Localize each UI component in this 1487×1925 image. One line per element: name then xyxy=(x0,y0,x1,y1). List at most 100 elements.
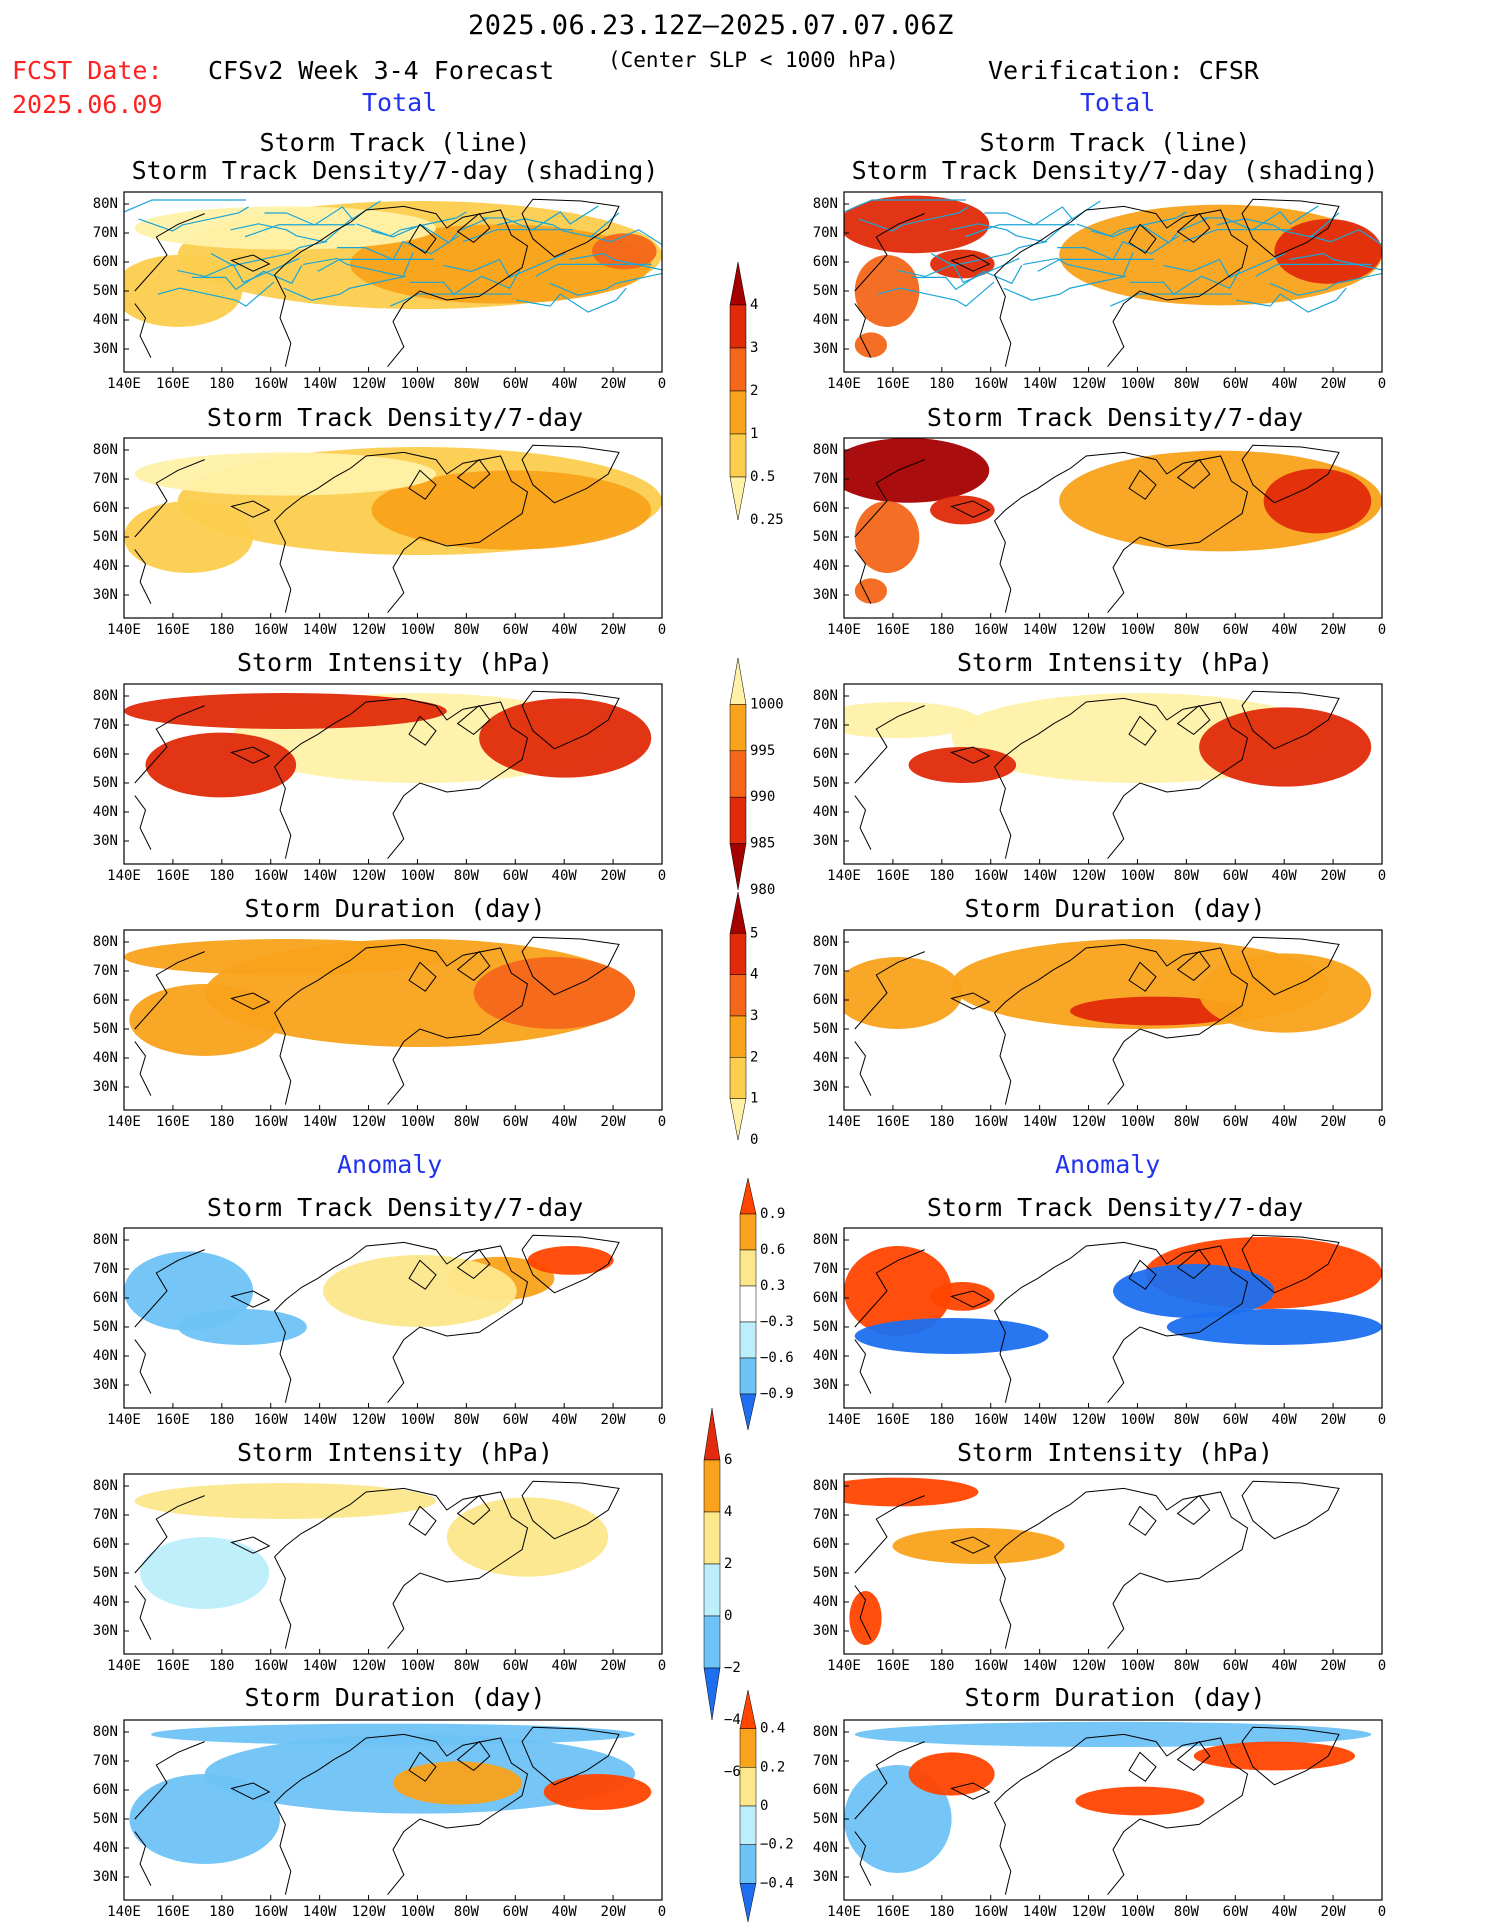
colorbar-label: 0 xyxy=(724,1608,732,1624)
map-panel-ver-den: 80N 70N 60N 50N 40N 30N 140E 160E 180 160W 140W 120… xyxy=(813,437,1386,638)
shaded-region xyxy=(844,1765,952,1873)
coastline xyxy=(1176,1740,1211,1772)
coastline-layer xyxy=(134,936,620,1105)
coastline xyxy=(230,1290,271,1308)
coastline xyxy=(854,1041,872,1096)
shaded-region xyxy=(854,1318,1049,1354)
coastline xyxy=(854,1339,872,1394)
lon-label: 140E xyxy=(107,1904,141,1920)
coastline xyxy=(456,1740,491,1772)
coastline xyxy=(1128,1259,1157,1290)
coastline xyxy=(854,1249,925,1328)
criterion-label: (Center SLP < 1000 hPa) xyxy=(608,48,899,72)
coastline xyxy=(854,213,925,292)
shaded-region xyxy=(844,438,990,503)
lat-label: 30N xyxy=(93,1377,118,1393)
colorbar-segment xyxy=(729,974,747,1017)
shaded-region xyxy=(1075,1786,1205,1816)
shading-layer xyxy=(124,1246,614,1345)
storm-track-line xyxy=(858,206,969,232)
lat-label: 60N xyxy=(93,992,118,1008)
storm-track-line xyxy=(1057,235,1180,261)
lat-label: 80N xyxy=(813,1724,838,1740)
storm-track-line xyxy=(1037,258,1154,272)
shaded-region xyxy=(930,495,995,525)
lat-label: 80N xyxy=(93,688,118,704)
lat-label: 70N xyxy=(93,471,118,487)
storm-track-line xyxy=(1269,272,1382,296)
lat-label: 40N xyxy=(813,558,838,574)
lon-label: 180 xyxy=(929,1412,954,1428)
storm-track-line xyxy=(549,272,662,296)
lon-label: 160E xyxy=(156,376,190,392)
panel-title-fcst-duration: Storm Duration (day) xyxy=(244,894,546,923)
lon-label: 80W xyxy=(1174,1658,1200,1674)
colorbar-label: −0.3 xyxy=(760,1314,794,1330)
lon-label: 0 xyxy=(1378,622,1386,638)
lon-label: 0 xyxy=(658,622,666,638)
storm-track-line xyxy=(1255,263,1372,277)
lat-label: 30N xyxy=(813,833,838,849)
lat-label: 60N xyxy=(93,1536,118,1552)
colorbar-label: 6 xyxy=(724,1452,732,1468)
map-frame xyxy=(123,683,663,865)
lon-label: 180 xyxy=(929,1658,954,1674)
colorbar-label: 1 xyxy=(750,1091,758,1107)
coastline xyxy=(950,1782,991,1800)
lon-label: 20W xyxy=(1320,1412,1346,1428)
storm-track-line xyxy=(930,240,1048,267)
lat-label: 60N xyxy=(93,1782,118,1798)
map-panel-fcst-track: 80N 70N 60N 50N 40N 30N 140E 160E 180 160W 140W 120… xyxy=(93,191,666,392)
coastline xyxy=(950,992,991,1010)
shaded-region xyxy=(1263,468,1372,534)
shaded-region xyxy=(527,1246,614,1275)
coastline-layer xyxy=(854,936,1340,1105)
storm-track-line xyxy=(569,252,662,271)
coastline xyxy=(521,690,620,750)
lat-label: 60N xyxy=(813,254,838,270)
colorbar-segment xyxy=(729,750,747,798)
map-panel-ver-dur-a: 80N 70N 60N 50N 40N 30N 140E 160E 180 160W 140W 120… xyxy=(813,1719,1386,1920)
lon-label: 120W xyxy=(352,622,386,638)
shaded-region xyxy=(844,195,990,254)
coastline xyxy=(349,1733,529,1895)
shaded-region xyxy=(323,1255,517,1327)
coastline xyxy=(521,936,620,996)
coastline xyxy=(521,1480,620,1540)
colorbar-label: −0.6 xyxy=(760,1350,794,1366)
lon-label: 160W xyxy=(974,1904,1008,1920)
colorbar-arrow-bottom xyxy=(739,1393,757,1431)
shaded-region xyxy=(134,206,437,250)
coastline xyxy=(230,746,271,764)
lon-label: 80W xyxy=(454,1114,480,1130)
lon-label: 120W xyxy=(352,1658,386,1674)
verification-title: Verification: CFSR xyxy=(988,56,1259,85)
coastline xyxy=(993,468,1071,613)
map-frame xyxy=(123,929,663,1111)
panel-title-ver-line1: Storm Track (line) xyxy=(979,128,1251,157)
lat-label: 30N xyxy=(813,341,838,357)
shaded-region xyxy=(124,501,254,573)
lat-label: 60N xyxy=(93,254,118,270)
lon-label: 40W xyxy=(552,376,578,392)
lat-label: 70N xyxy=(813,1507,838,1523)
lon-label: 140E xyxy=(827,376,861,392)
lon-label: 40W xyxy=(1272,1114,1298,1130)
coastline xyxy=(854,1495,925,1574)
lon-label: 60W xyxy=(503,376,529,392)
colorbar-label: 4 xyxy=(750,967,758,983)
shaded-region xyxy=(479,698,652,778)
lon-label: 160E xyxy=(876,1114,910,1130)
colorbar-segment xyxy=(729,390,747,435)
storm-track-line xyxy=(897,257,1020,284)
coastline xyxy=(1176,1494,1211,1526)
colorbar-segment xyxy=(729,304,747,349)
shaded-region xyxy=(849,1591,882,1645)
coastline-layer xyxy=(134,690,620,859)
colorbar-label: 3 xyxy=(750,340,758,356)
lon-label: 40W xyxy=(1272,376,1298,392)
colorbar-segment xyxy=(739,1805,757,1845)
lat-label: 40N xyxy=(93,1348,118,1364)
colorbar-segment xyxy=(703,1615,721,1669)
lon-label: 180 xyxy=(209,868,234,884)
